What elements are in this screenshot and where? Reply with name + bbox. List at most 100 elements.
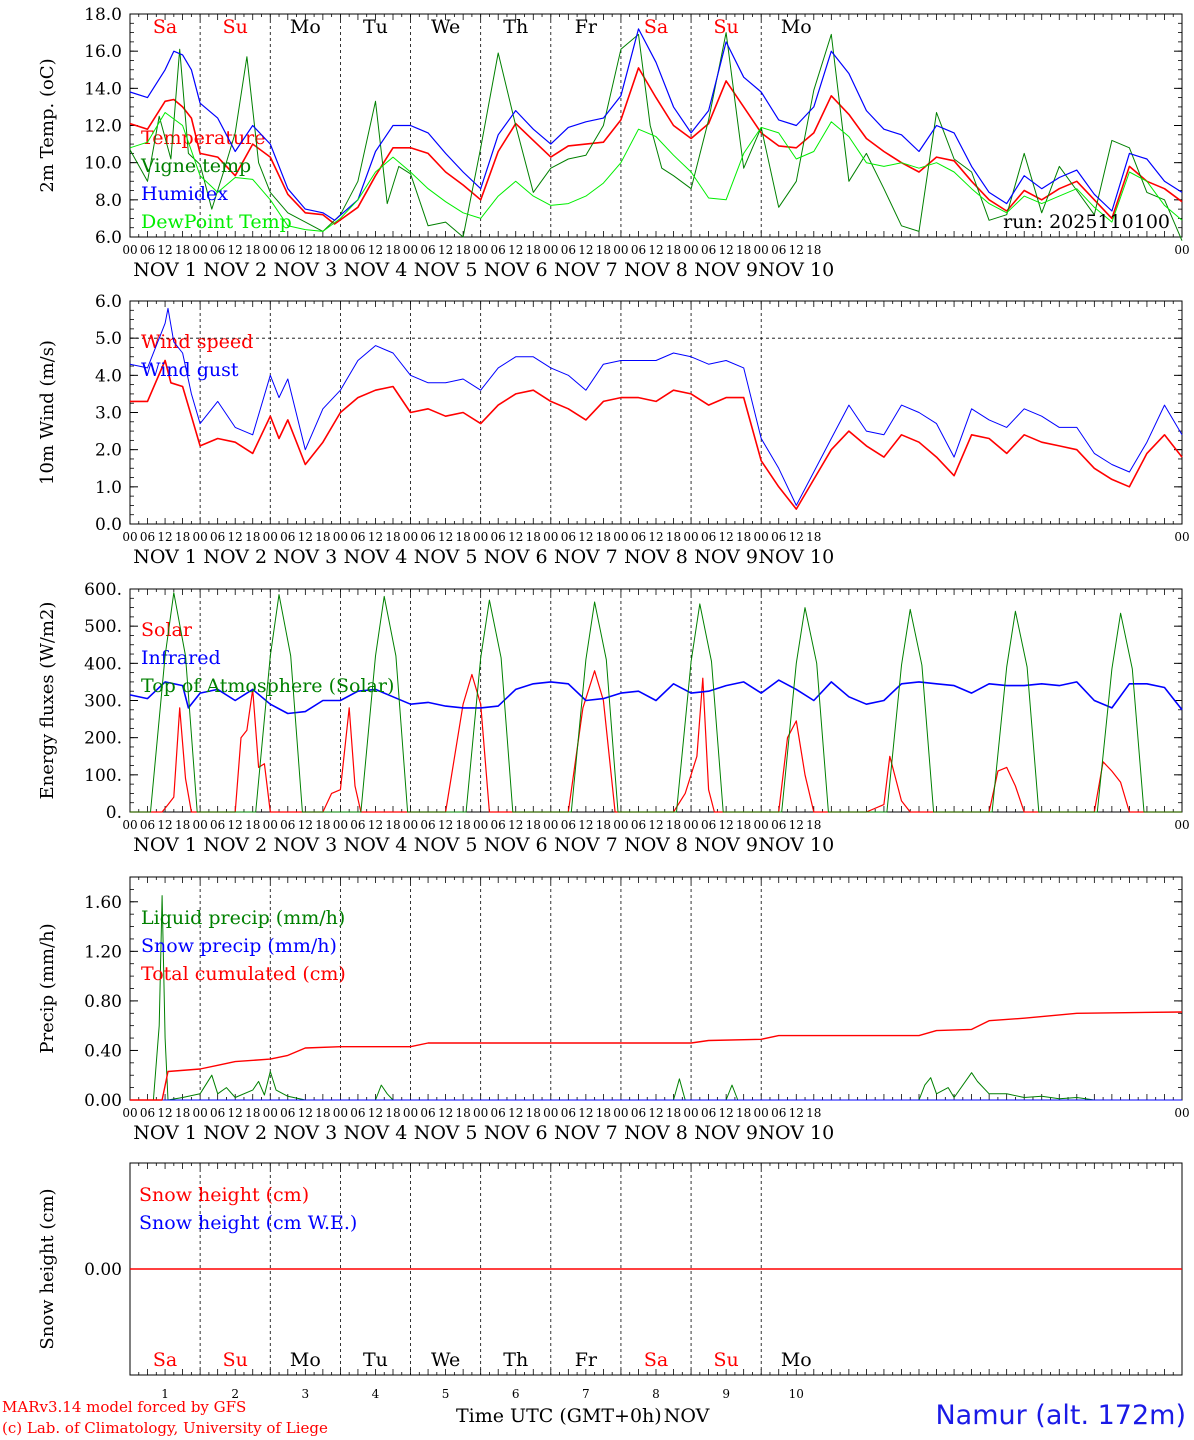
- x-hour-label: 18: [385, 818, 400, 832]
- weekday-label-bottom: Sa: [644, 1349, 668, 1371]
- x-hour-label: 18: [806, 1106, 821, 1120]
- x-axis-title: Time UTC (GMT+0h) NOV: [456, 1405, 709, 1427]
- x-hour-label: 18: [315, 818, 330, 832]
- x-hour-label: 06: [771, 530, 786, 544]
- x-hour-label: 00: [1174, 818, 1189, 832]
- x-hour-label: 12: [157, 530, 172, 544]
- x-hour-label: 00: [192, 530, 207, 544]
- x-hour-label: 06: [350, 1106, 365, 1120]
- weekday-label-top: Th: [503, 16, 528, 38]
- y-tick-label: 14.0: [84, 79, 122, 99]
- y-axis-title: 10m Wind (m/s): [37, 340, 58, 485]
- x-hour-label: 18: [175, 1106, 190, 1120]
- x-hour-label: 00: [333, 818, 348, 832]
- x-hour-label: 00: [473, 530, 488, 544]
- x-hour-label: 06: [491, 243, 506, 257]
- x-hour-label: 12: [718, 818, 733, 832]
- panel-2: 0.0 1.0 2.0 3.0 4.0 5.0 6.0 10m Wind (m/s) Wind …: [37, 292, 1190, 568]
- x-hour-label: 06: [561, 818, 576, 832]
- x-day-label: NOV 2: [203, 259, 267, 281]
- x-hour-label: 00: [754, 243, 769, 257]
- x-hour-label: 00: [683, 1106, 698, 1120]
- x-hour-label: 18: [315, 1106, 330, 1120]
- x-hour-label: 00: [473, 818, 488, 832]
- x-day-label: NOV 2: [203, 1122, 267, 1144]
- x-hour-label: 18: [385, 1106, 400, 1120]
- panel-4: 0.00 0.40 0.80 1.20 1.60 Precip (mm/h) Liquid …: [37, 876, 1190, 1144]
- y-axis-title: Snow height (cm): [37, 1188, 58, 1349]
- weekday-label-top: Sa: [644, 16, 668, 38]
- panel-1: 6.0 8.0 10.0 12.0 14.0 16.0 18.0 2m Temp. (oC) T…: [37, 5, 1190, 281]
- y-tick-label: 200.: [84, 729, 122, 749]
- day-number-label: 8: [652, 1387, 660, 1401]
- y-tick-label: 1.60: [84, 893, 122, 913]
- day-number-label: 3: [302, 1387, 310, 1401]
- series-line-1: [129, 67, 1183, 225]
- x-day-label: NOV 7: [554, 834, 618, 856]
- x-day-label: NOV 10: [758, 1122, 834, 1144]
- legend-entry: Temperature: [141, 127, 265, 149]
- x-hour-label: 00: [754, 818, 769, 832]
- y-tick-label: 1.20: [84, 942, 122, 962]
- model-credit: MARv3.14 model forced by GFS: [2, 1398, 247, 1416]
- x-hour-label: 12: [438, 1106, 453, 1120]
- x-day-label: NOV 4: [344, 259, 408, 281]
- x-day-label: NOV 7: [554, 1122, 618, 1144]
- x-hour-label: 12: [789, 530, 804, 544]
- legend-entry: Snow height (cm): [139, 1184, 309, 1206]
- y-tick-label: 0.00: [84, 1260, 122, 1280]
- x-day-label: NOV 4: [344, 834, 408, 856]
- weekday-label-top: Sa: [153, 16, 177, 38]
- x-hour-label: 06: [561, 243, 576, 257]
- x-hour-label: 18: [175, 530, 190, 544]
- x-day-label: NOV 10: [758, 259, 834, 281]
- x-hour-label: 12: [368, 530, 383, 544]
- x-hour-label: 00: [613, 818, 628, 832]
- y-axis-title: 2m Temp. (oC): [37, 58, 58, 192]
- x-hour-label: 00: [543, 243, 558, 257]
- x-hour-label: 18: [736, 818, 751, 832]
- x-hour-label: 12: [578, 818, 593, 832]
- x-day-label: NOV 5: [414, 546, 478, 568]
- x-hour-label: 12: [438, 530, 453, 544]
- x-hour-label: 06: [280, 818, 295, 832]
- x-hour-label: 00: [613, 530, 628, 544]
- y-tick-label: 600.: [84, 580, 122, 600]
- x-hour-label: 12: [508, 243, 523, 257]
- x-day-label: NOV 7: [554, 259, 618, 281]
- x-hour-label: 06: [280, 243, 295, 257]
- x-day-label: NOV 1: [133, 259, 197, 281]
- x-hour-label: 00: [683, 243, 698, 257]
- x-hour-label: 06: [771, 1106, 786, 1120]
- x-hour-label: 06: [701, 818, 716, 832]
- x-day-label: NOV 9: [694, 546, 758, 568]
- x-hour-label: 12: [298, 243, 313, 257]
- legend-entry: DewPoint Temp: [141, 211, 292, 233]
- weekday-label-bottom: Mo: [290, 1349, 321, 1371]
- x-hour-label: 12: [648, 243, 663, 257]
- x-hour-label: 18: [526, 530, 541, 544]
- legend-entry: Solar: [141, 619, 193, 641]
- series-line-4: [129, 112, 1183, 232]
- y-tick-label: 3.0: [95, 404, 122, 424]
- y-tick-label: 0.0: [95, 515, 122, 535]
- plot-frame: [129, 300, 1183, 525]
- lab-credit: (c) Lab. of Climatology, University of L…: [2, 1419, 328, 1437]
- x-hour-label: 06: [350, 818, 365, 832]
- day-number-label: 6: [512, 1387, 520, 1401]
- x-hour-label: 12: [298, 818, 313, 832]
- x-hour-label: 00: [683, 818, 698, 832]
- y-tick-label: 500.: [84, 617, 122, 637]
- x-day-label: NOV 8: [624, 1122, 688, 1144]
- x-hour-label: 18: [315, 243, 330, 257]
- weekday-label-top: Mo: [781, 16, 812, 38]
- y-tick-label: 18.0: [84, 5, 122, 25]
- x-hour-label: 18: [596, 530, 611, 544]
- x-hour-label: 12: [578, 1106, 593, 1120]
- legend-entry: Top of Atmosphere (Solar): [141, 675, 394, 697]
- x-hour-label: 12: [648, 818, 663, 832]
- x-hour-label: 00: [192, 818, 207, 832]
- weekday-label-top: Mo: [290, 16, 321, 38]
- x-hour-label: 00: [122, 818, 137, 832]
- x-hour-label: 06: [420, 243, 435, 257]
